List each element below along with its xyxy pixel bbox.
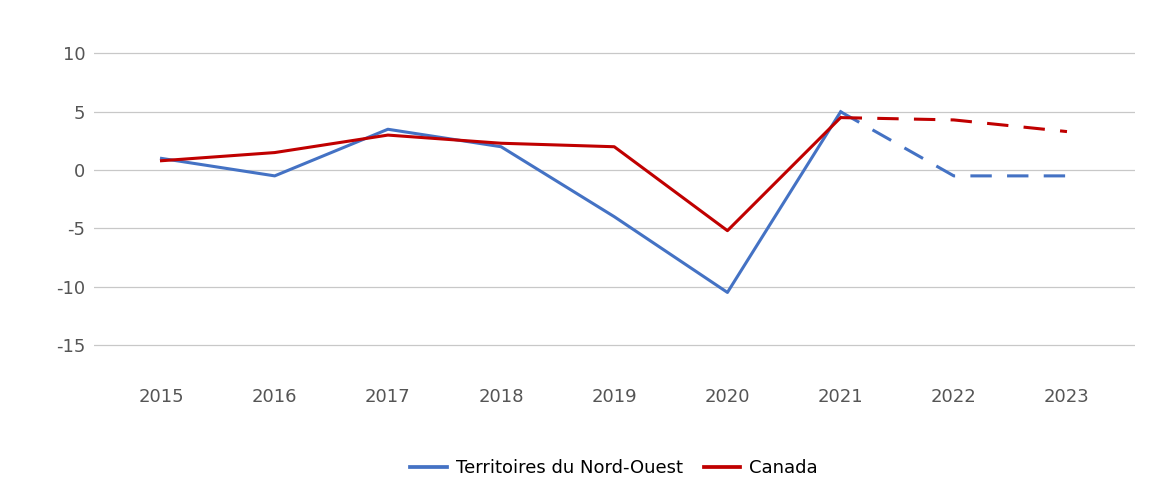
Legend: Territoires du Nord-Ouest, Canada: Territoires du Nord-Ouest, Canada [404, 452, 825, 485]
